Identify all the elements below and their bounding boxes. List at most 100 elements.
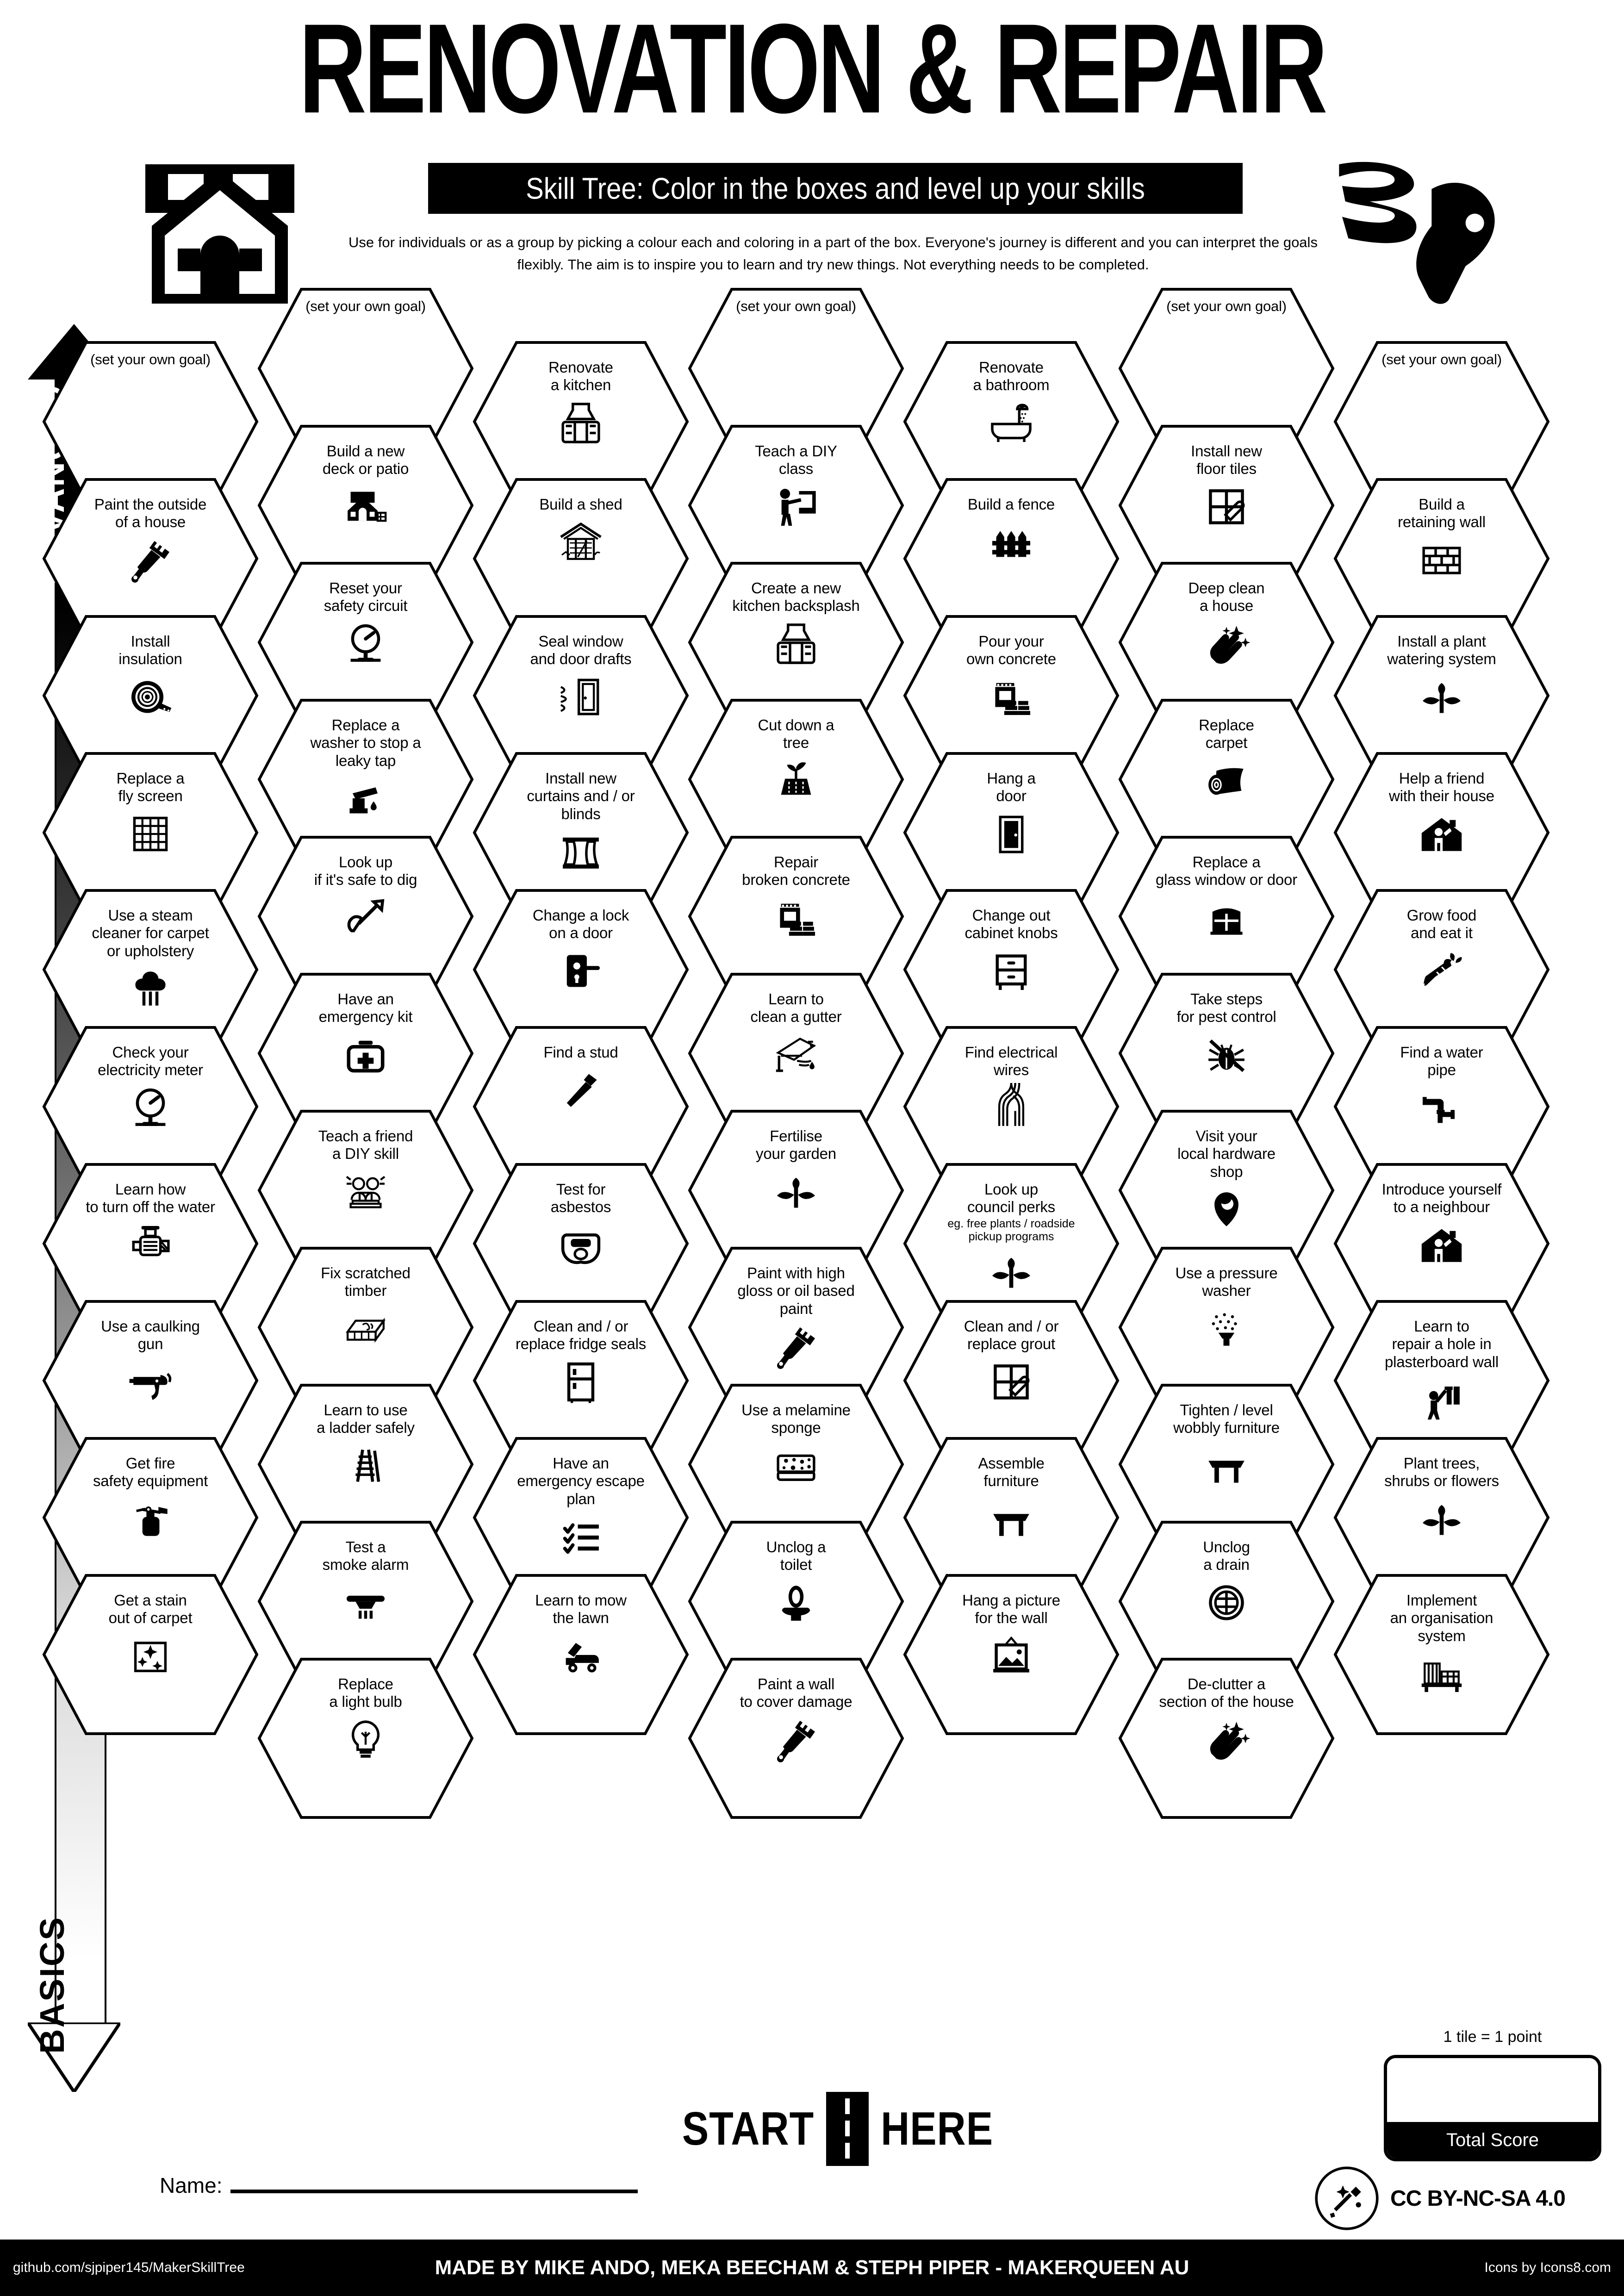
skill-hex-tile[interactable]: Get a stain out of carpet — [42, 1573, 259, 1736]
total-score-box[interactable]: Total Score — [1384, 2055, 1601, 2161]
skill-hex-tile[interactable]: Hang a picture for the wall — [902, 1573, 1120, 1736]
skill-hex-tile[interactable]: Learn how to turn off the water — [42, 1162, 259, 1325]
pressure-washer-icon — [1201, 1304, 1251, 1354]
carpet-roll-icon — [1201, 756, 1251, 806]
hex-label: Cut down a tree — [758, 716, 834, 752]
skill-hex-tile[interactable]: Use a melamine sponge — [687, 1383, 905, 1546]
cabinet-icon — [986, 946, 1036, 996]
skill-hex-tile[interactable]: Find electrical wires — [902, 1025, 1120, 1188]
skill-hex-tile[interactable]: Learn to use a ladder safely — [257, 1383, 474, 1546]
skill-hex-tile[interactable]: Paint a wall to cover damage — [687, 1657, 905, 1820]
skill-hex-tile[interactable]: (set your own goal) — [687, 287, 905, 450]
hex-outline — [473, 1574, 689, 1735]
name-field[interactable]: Name: — [160, 2173, 638, 2198]
hex-label: Use a melamine sponge — [741, 1401, 851, 1437]
subtitle-banner: Skill Tree: Color in the boxes and level… — [428, 163, 1243, 214]
skill-hex-tile[interactable]: Paint the outside of a house — [42, 477, 259, 640]
skill-hex-tile[interactable]: Help a friend with their house — [1333, 751, 1550, 914]
skill-hex-tile[interactable]: Hang a door — [902, 751, 1120, 914]
caulking-gun-icon — [125, 1357, 175, 1407]
name-input-line[interactable] — [230, 2190, 638, 2193]
paintbrush-icon — [1324, 155, 1509, 312]
two-people-laptop-icon — [341, 1167, 391, 1217]
kitchen-range-icon — [556, 398, 606, 448]
hex-label: (set your own goal) — [305, 298, 426, 314]
checklist-icon — [556, 1512, 606, 1562]
skill-hex-tile[interactable]: Have an emergency kit — [257, 972, 474, 1135]
plaster-person-icon — [1417, 1375, 1467, 1425]
skill-hex-tile[interactable]: Teach a DIY class — [687, 424, 905, 587]
skill-hex-tile[interactable]: Visit your local hardware shop — [1118, 1109, 1335, 1272]
skill-hex-tile[interactable]: Install a plant watering system — [1333, 614, 1550, 777]
skill-hex-tile[interactable]: Build a fence — [902, 477, 1120, 640]
skill-hex-tile[interactable]: De-clutter a section of the house — [1118, 1657, 1335, 1820]
grout-tile-icon — [1201, 482, 1251, 532]
skill-hex-tile[interactable]: Look up council perks eg. free plants / ro… — [902, 1162, 1120, 1325]
sparkle-hands-icon — [1201, 619, 1251, 669]
plant-sprout-icon — [1417, 672, 1467, 722]
water-valve-icon — [125, 1220, 175, 1270]
skill-hex-tile[interactable]: Replace a glass window or door — [1118, 835, 1335, 998]
skill-hex-tile[interactable]: Pour your own concrete — [902, 614, 1120, 777]
hex-label: Hang a picture for the wall — [962, 1592, 1060, 1627]
hex-label: Hang a door — [987, 770, 1036, 805]
total-score-value[interactable] — [1387, 2058, 1598, 2122]
hex-label: Replace a light bulb — [329, 1675, 402, 1711]
skill-hex-tile[interactable]: Renovate a kitchen — [472, 340, 690, 503]
footer-github-link[interactable]: github.com/sjpiper145/MakerSkillTree — [13, 2260, 245, 2275]
pest-control-icon — [1201, 1030, 1251, 1080]
skill-hex-tile[interactable]: Teach a friend a DIY skill — [257, 1109, 474, 1272]
skill-hex-tile[interactable]: Implement an organisation system — [1333, 1573, 1550, 1736]
door-icon — [986, 809, 1036, 859]
skill-hex-tile[interactable]: Grow food and eat it — [1333, 888, 1550, 1051]
skill-hex-tile[interactable]: Fertilise your garden — [687, 1109, 905, 1272]
grout-tile-icon — [986, 1357, 1036, 1407]
paint-roller-icon — [771, 1321, 821, 1371]
skill-hex-tile[interactable]: Install new curtains and / or blinds — [472, 751, 690, 914]
hex-label: Install a plant watering system — [1387, 633, 1496, 668]
skill-hex-tile[interactable]: Unclog a toilet — [687, 1520, 905, 1683]
light-bulb-icon — [341, 1715, 391, 1765]
footer-icons-credit[interactable]: Icons by Icons8.com — [1484, 2260, 1611, 2275]
skill-hex-tile[interactable]: Reset your safety circuit — [257, 561, 474, 724]
skill-hex-tile[interactable]: (set your own goal) — [257, 287, 474, 450]
skill-hex-tile[interactable]: Repair broken concrete — [687, 835, 905, 998]
fridge-icon — [556, 1357, 606, 1407]
wires-icon — [986, 1083, 1036, 1133]
shelf-icon — [1417, 1649, 1467, 1699]
hex-label: Replace a fly screen — [116, 770, 185, 805]
skill-hex-tile[interactable]: Have an emergency escape plan — [472, 1436, 690, 1599]
skill-hex-tile[interactable]: Clean and / or replace fridge seals — [472, 1299, 690, 1462]
skill-hex-tile[interactable]: Change a lock on a door — [472, 888, 690, 1051]
plant-sprout-icon — [1417, 1494, 1467, 1544]
skill-hex-tile[interactable]: Learn to clean a gutter — [687, 972, 905, 1135]
hex-label: Renovate a kitchen — [548, 359, 613, 394]
skill-hex-tile[interactable]: Use a steam cleaner for carpet or upholste… — [42, 888, 259, 1051]
hex-label: De-clutter a section of the house — [1159, 1675, 1294, 1711]
skill-hex-tile[interactable]: Build a shed — [472, 477, 690, 640]
hex-label: Learn to repair a hole in plasterboard wal… — [1384, 1318, 1499, 1370]
tile-point-note: 1 tile = 1 point — [1443, 2028, 1542, 2046]
hex-label: Use a caulking gun — [101, 1318, 200, 1353]
hex-label: Take steps for pest control — [1176, 990, 1276, 1026]
skill-hex-tile[interactable]: (set your own goal) — [42, 340, 259, 503]
skill-hex-tile[interactable]: Learn to mow the lawn — [472, 1573, 690, 1736]
skill-hex-tile[interactable]: Build a new deck or patio — [257, 424, 474, 587]
hex-label: Change a lock on a door — [532, 907, 629, 942]
hex-label: Create a new kitchen backsplash — [732, 579, 860, 615]
hex-label: Learn how to turn off the water — [86, 1181, 215, 1216]
skill-hex-tile[interactable]: Replace a light bulb — [257, 1657, 474, 1820]
carrot-icon — [1417, 946, 1467, 996]
skill-hex-tile[interactable]: Use a caulking gun — [42, 1299, 259, 1462]
intro-paragraph: Use for individuals or as a group by pic… — [348, 234, 1318, 273]
hex-label: Change out cabinet knobs — [964, 907, 1058, 942]
skill-hex-tile[interactable]: Test a smoke alarm — [257, 1520, 474, 1683]
skill-hex-tile[interactable]: Introduce yourself to a neighbour — [1333, 1162, 1550, 1325]
first-aid-kit-icon — [341, 1030, 391, 1080]
skill-hex-tile[interactable]: Fix scratched timber — [257, 1246, 474, 1409]
teacher-board-icon — [771, 482, 821, 532]
skill-hex-tile[interactable]: Renovate a bathroom — [902, 340, 1120, 503]
fire-extinguisher-icon — [125, 1494, 175, 1544]
concrete-bag-icon — [771, 893, 821, 943]
